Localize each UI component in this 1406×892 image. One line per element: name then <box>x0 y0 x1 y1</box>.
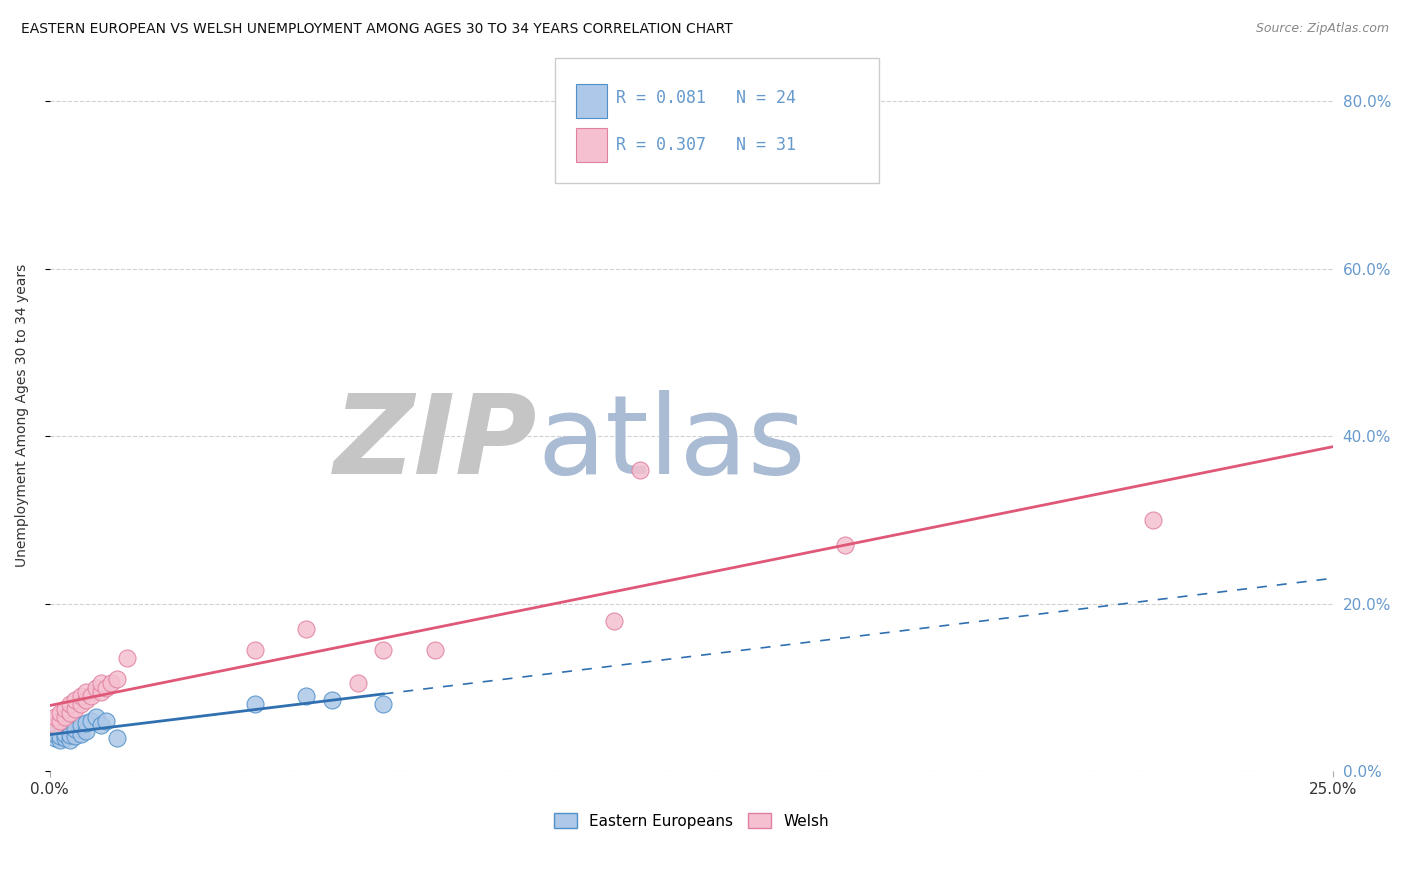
Point <box>295 689 318 703</box>
Point <box>603 614 626 628</box>
Point <box>100 676 122 690</box>
Point <box>96 714 118 728</box>
Point <box>49 714 72 728</box>
Point <box>628 463 651 477</box>
Point <box>49 706 72 720</box>
Point <box>53 731 76 745</box>
Point <box>80 689 103 703</box>
Point <box>80 714 103 728</box>
Point <box>90 685 112 699</box>
Text: EASTERN EUROPEAN VS WELSH UNEMPLOYMENT AMONG AGES 30 TO 34 YEARS CORRELATION CHA: EASTERN EUROPEAN VS WELSH UNEMPLOYMENT A… <box>21 22 733 37</box>
Point <box>44 731 66 745</box>
Point <box>69 698 91 712</box>
Point <box>373 643 395 657</box>
Point <box>75 693 97 707</box>
Point <box>59 728 82 742</box>
Point <box>59 706 82 720</box>
Point <box>59 723 82 737</box>
Point <box>321 693 343 707</box>
Point <box>75 685 97 699</box>
Point <box>346 676 368 690</box>
Point <box>44 710 66 724</box>
Point <box>105 672 128 686</box>
Point <box>65 693 87 707</box>
Point <box>105 731 128 745</box>
Point <box>69 727 91 741</box>
Point <box>53 710 76 724</box>
Text: ZIP: ZIP <box>333 391 537 498</box>
Point <box>295 622 318 636</box>
Point <box>49 732 72 747</box>
Point <box>49 729 72 743</box>
Point <box>75 715 97 730</box>
Point <box>69 689 91 703</box>
Point <box>53 701 76 715</box>
Point <box>373 698 395 712</box>
Point <box>243 643 266 657</box>
Text: R = 0.081   N = 24: R = 0.081 N = 24 <box>616 89 796 107</box>
Point <box>65 701 87 715</box>
Point <box>65 723 87 737</box>
Point <box>53 727 76 741</box>
Point <box>115 651 138 665</box>
Point <box>59 732 82 747</box>
Point <box>59 698 82 712</box>
Point <box>84 681 107 695</box>
Point <box>243 698 266 712</box>
Point <box>90 676 112 690</box>
Point <box>423 643 446 657</box>
Y-axis label: Unemployment Among Ages 30 to 34 years: Unemployment Among Ages 30 to 34 years <box>15 264 30 567</box>
Text: Source: ZipAtlas.com: Source: ZipAtlas.com <box>1256 22 1389 36</box>
Legend: Eastern Europeans, Welsh: Eastern Europeans, Welsh <box>547 806 835 835</box>
Text: atlas: atlas <box>537 391 806 498</box>
Point <box>834 538 856 552</box>
Text: R = 0.307   N = 31: R = 0.307 N = 31 <box>616 136 796 153</box>
Point <box>69 718 91 732</box>
Point <box>44 718 66 732</box>
Point <box>1142 513 1164 527</box>
Point <box>96 681 118 695</box>
Point <box>90 718 112 732</box>
Point <box>44 727 66 741</box>
Point <box>65 729 87 743</box>
Point <box>75 724 97 739</box>
Point <box>84 710 107 724</box>
